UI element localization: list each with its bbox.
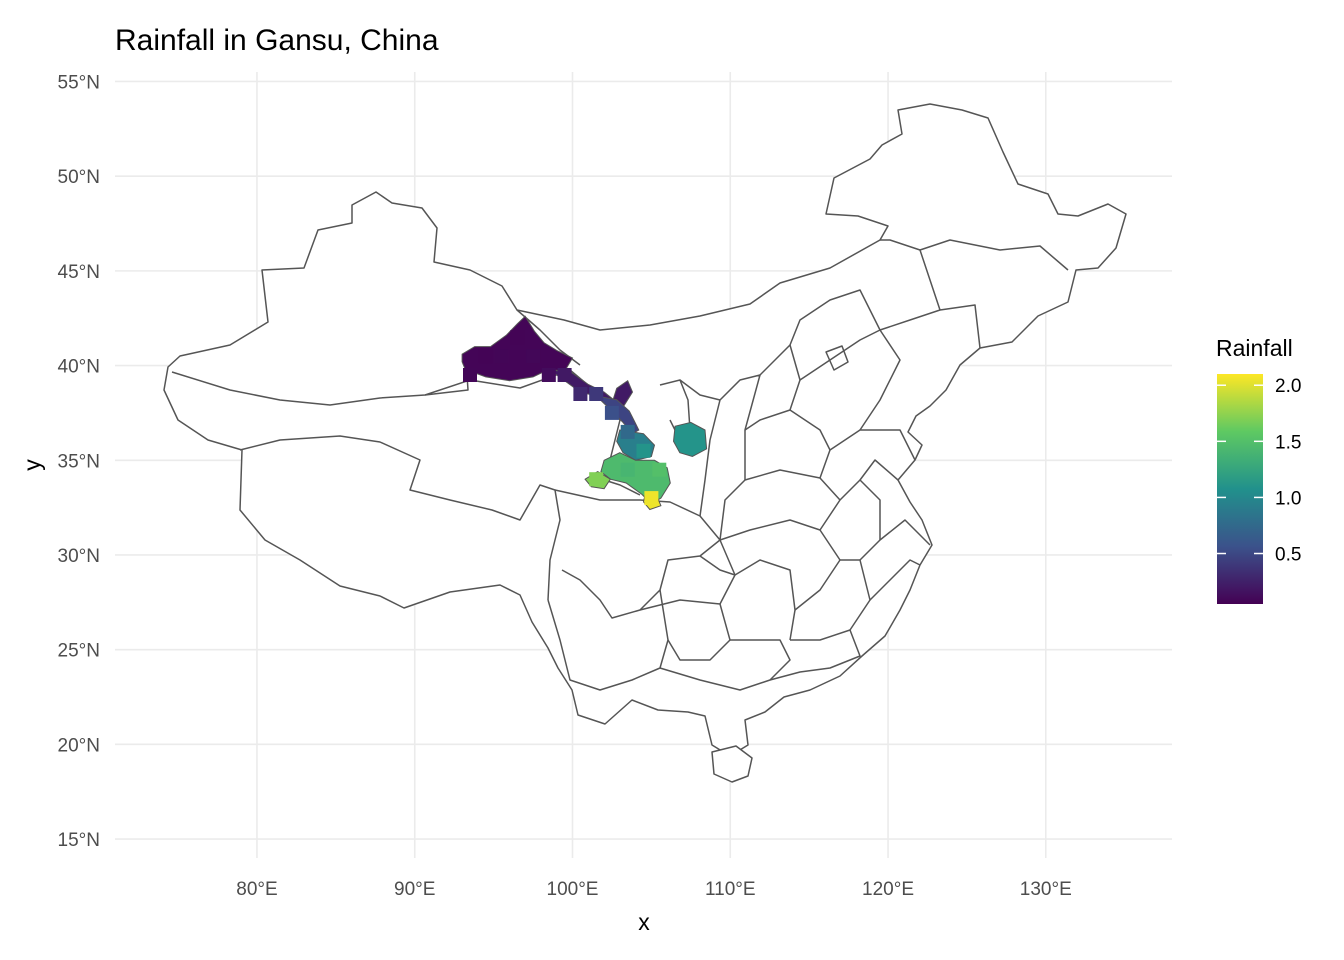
shanxi-border bbox=[744, 344, 801, 431]
hainan-outline bbox=[711, 745, 753, 783]
x-tick-label: 130°E bbox=[1020, 879, 1072, 900]
y-tick-label: 20°N bbox=[58, 735, 100, 756]
rainfall-cell bbox=[644, 491, 659, 506]
legend-tick-label: 1.5 bbox=[1275, 432, 1301, 453]
y-tick-label: 55°N bbox=[58, 72, 100, 93]
china-country-outline bbox=[163, 103, 1127, 757]
legend-colorbar bbox=[1217, 374, 1263, 604]
gansu-region-patch bbox=[461, 315, 574, 382]
rainfall-cell bbox=[683, 434, 698, 449]
henan-border bbox=[719, 469, 841, 541]
fujian-border bbox=[869, 559, 921, 601]
rainfall-cell bbox=[652, 462, 667, 477]
rainfall-cell bbox=[526, 349, 541, 364]
chart-title: Rainfall in Gansu, China bbox=[115, 24, 439, 57]
y-tick-label: 25°N bbox=[58, 641, 100, 662]
y-tick-label: 30°N bbox=[58, 546, 100, 567]
chongqing-border bbox=[699, 555, 736, 576]
y-tick-label: 45°N bbox=[58, 262, 100, 283]
rainfall-cell bbox=[604, 405, 619, 420]
rainfall-cell bbox=[636, 443, 651, 458]
rainfall-cell bbox=[589, 472, 604, 487]
rainfall-cell bbox=[478, 349, 493, 364]
x-tick-label: 120°E bbox=[862, 879, 914, 900]
rainfall-cell bbox=[557, 368, 572, 382]
hubei-border bbox=[719, 519, 841, 576]
y-tick-label: 40°N bbox=[58, 357, 100, 378]
rainfall-cell bbox=[589, 387, 604, 401]
y-tick-label: 15°N bbox=[58, 830, 100, 851]
heilongjiang-border bbox=[880, 239, 921, 251]
rainfall-cell bbox=[494, 349, 509, 364]
guangdong-border bbox=[769, 629, 861, 681]
legend-title: Rainfall bbox=[1216, 335, 1293, 361]
jiangxi-border bbox=[794, 559, 871, 631]
jilin-border bbox=[919, 239, 1069, 311]
tibet-qinghai-border bbox=[239, 435, 561, 601]
xinjiang-border bbox=[171, 359, 469, 406]
y-tick-label: 50°N bbox=[58, 167, 100, 188]
rainfall-cell bbox=[620, 462, 635, 477]
yunnan-border bbox=[547, 589, 669, 691]
zhejiang-border bbox=[859, 519, 931, 561]
legend-tick-label: 2.0 bbox=[1275, 376, 1301, 397]
rainfall-cell bbox=[463, 368, 477, 382]
x-axis-title: x bbox=[638, 909, 650, 935]
rainfall-cell bbox=[620, 424, 635, 439]
rainfall-cell bbox=[510, 330, 525, 345]
gansu-rainfall-raster bbox=[461, 315, 708, 511]
y-tick-label: 35°N bbox=[58, 451, 100, 472]
shaanxi-border bbox=[699, 374, 761, 517]
legend-tick-label: 0.5 bbox=[1275, 545, 1301, 566]
rainfall-cell bbox=[541, 368, 556, 382]
hunan-border bbox=[719, 559, 796, 641]
y-axis-title: y bbox=[19, 459, 45, 471]
legend-ticks: 2.0 1.5 1.0 0.5 bbox=[1217, 376, 1301, 566]
jiangsu-border bbox=[859, 459, 899, 481]
x-tick-label: 110°E bbox=[705, 879, 756, 900]
beijing-border bbox=[825, 345, 849, 371]
x-tick-label: 80°E bbox=[236, 879, 277, 900]
legend: Rainfall 2.0 1.5 1.0 0.5 bbox=[1216, 335, 1301, 604]
legend-tick-label: 1.0 bbox=[1275, 488, 1301, 509]
rainfall-cell bbox=[573, 387, 588, 401]
x-tick-label: 90°E bbox=[394, 879, 435, 900]
axes: 80°E 90°E 100°E 110°E 120°E 130°E 55°N 50°N 45°N… bbox=[58, 72, 1072, 900]
x-tick-label: 100°E bbox=[547, 879, 599, 900]
